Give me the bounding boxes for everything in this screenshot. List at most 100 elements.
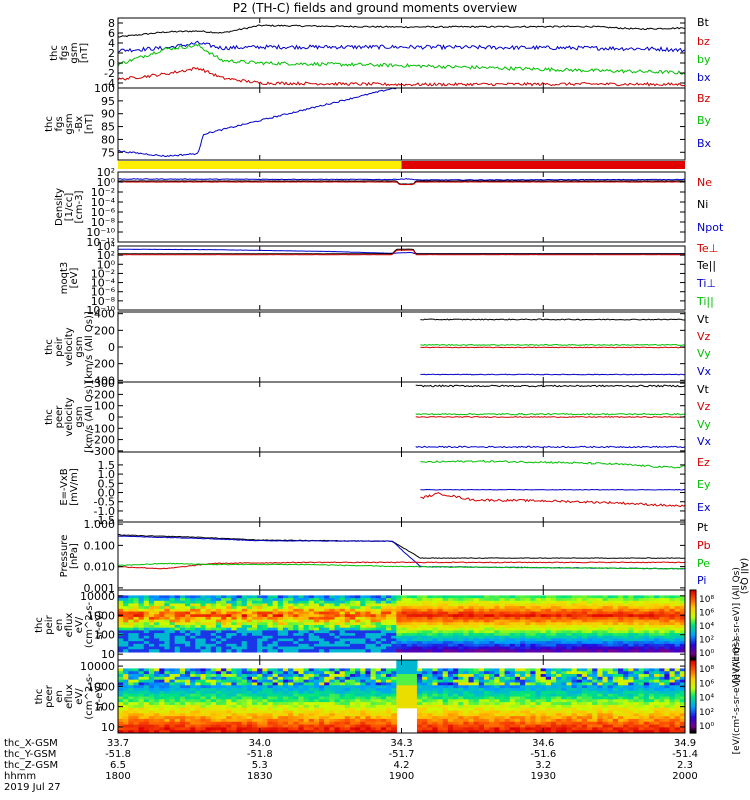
spectrogram-cell [298, 641, 305, 645]
spectrogram-cell [447, 702, 454, 706]
spectrogram-cell [215, 606, 222, 610]
spectrogram-cell [267, 704, 274, 709]
spectrogram-cell [556, 633, 562, 637]
spectrogram-cell [432, 646, 439, 650]
spectrogram-cell [164, 716, 171, 720]
spectrogram-cell [520, 674, 526, 678]
spectrogram-cell [422, 635, 428, 640]
spectrogram-cell [154, 619, 160, 623]
spectrogram-cell [133, 693, 140, 698]
spectrogram-cell [303, 727, 310, 731]
spectrogram-cell [592, 638, 598, 642]
spectrogram-cell [118, 625, 124, 629]
spectrogram-cell [179, 721, 186, 726]
spectrogram-cell [123, 603, 129, 607]
spectrogram-cell [489, 693, 495, 698]
spectrogram-cell [148, 688, 155, 692]
spectrogram-cell [556, 710, 562, 714]
spectrogram-cell [339, 696, 346, 700]
spectrogram-cell [267, 603, 274, 607]
spectrogram-cell [664, 643, 671, 648]
spectrogram-cell [360, 635, 367, 640]
y-tick-label: 200 [94, 324, 115, 337]
spectrogram-cell [499, 707, 506, 712]
spectrogram-cell [447, 707, 454, 712]
spectrogram-cell [293, 730, 300, 733]
spectrogram-cell [334, 674, 341, 678]
spectrogram-cell [612, 702, 619, 706]
spectrogram-cell [648, 600, 655, 605]
spectrogram-cell [370, 707, 377, 712]
spectrogram-cell [442, 721, 449, 726]
spectrogram-cell [509, 668, 516, 672]
spectrogram-cell [576, 646, 583, 650]
spectrogram-cell [308, 635, 315, 640]
spectrogram-cell [262, 606, 269, 610]
spectrogram-cell [612, 707, 619, 712]
spectrogram-cell [530, 616, 537, 621]
spectrogram-cell [288, 674, 294, 678]
spectrogram-cell [432, 707, 439, 712]
spectrogram-cell [252, 696, 258, 700]
spectrogram-cell [499, 633, 506, 637]
spectrogram-cell [128, 671, 135, 675]
spectrogram-cell [154, 730, 160, 733]
spectrogram-cell [587, 702, 593, 706]
spectrogram-cell [535, 633, 542, 637]
spectrogram-cell [545, 674, 552, 678]
spectrogram-cell [355, 616, 361, 621]
spectrogram-cell [607, 635, 614, 640]
spectrogram-cell [520, 724, 526, 728]
spectrogram-cell [143, 614, 150, 618]
spectrogram-cell [478, 638, 485, 642]
spectrogram-cell [566, 676, 573, 681]
spectrogram-cell [324, 595, 330, 599]
spectrogram-cell [380, 679, 387, 684]
spectrogram-cell [468, 641, 475, 645]
spectrogram-cell [545, 727, 552, 731]
spectrogram-cell [478, 676, 485, 681]
spectrogram-cell [597, 702, 604, 706]
spectrogram-cell [334, 633, 341, 637]
spectrogram-cell [587, 718, 593, 723]
spectrogram-cell [210, 622, 217, 626]
spectrogram-cell [520, 690, 526, 695]
spectrogram-cell [478, 619, 485, 623]
spectrogram-cell [179, 710, 186, 714]
spectrogram-cell [468, 696, 475, 700]
spectrogram-cell [391, 643, 397, 648]
spectrogram-cell [581, 603, 588, 607]
spectrogram-cell [164, 688, 171, 692]
spectrogram-cell [349, 721, 356, 726]
spectrogram-cell [365, 616, 372, 621]
y-axis-label: E=-VxB [59, 468, 70, 505]
spectrogram-cell [138, 641, 145, 645]
spectrogram-cell [473, 682, 480, 686]
spectrogram-cell [174, 649, 181, 653]
spectrogram-cell [602, 611, 609, 615]
spectrogram-cell [453, 619, 459, 623]
spectrogram-cell [236, 595, 243, 599]
spectrogram-cell [375, 608, 382, 613]
spectrogram-cell [401, 606, 408, 610]
spectrogram-cell [195, 727, 202, 731]
spectrogram-cell [489, 630, 495, 634]
spectrogram-cell [566, 716, 573, 720]
spectrogram-cell [617, 608, 624, 613]
spectrogram-cell [185, 730, 191, 733]
spectrogram-cell [313, 690, 320, 695]
spectrogram-cell [509, 643, 516, 648]
spectrogram-cell [617, 718, 624, 723]
spectrogram-cell [514, 598, 521, 602]
spectrogram-cell [380, 707, 387, 712]
spectrogram-cell [638, 614, 645, 618]
spectrogram-cell [226, 716, 232, 720]
spectrogram-cell [226, 641, 232, 645]
spectrogram-cell [545, 608, 552, 613]
spectrogram-cell [267, 608, 274, 613]
spectrogram-cell [344, 716, 351, 720]
spectrogram-cell [483, 727, 490, 731]
spectrogram-cell [288, 702, 294, 706]
spectrogram-cell [571, 704, 578, 709]
colorbar-tick-label: 10⁶ [699, 609, 714, 619]
